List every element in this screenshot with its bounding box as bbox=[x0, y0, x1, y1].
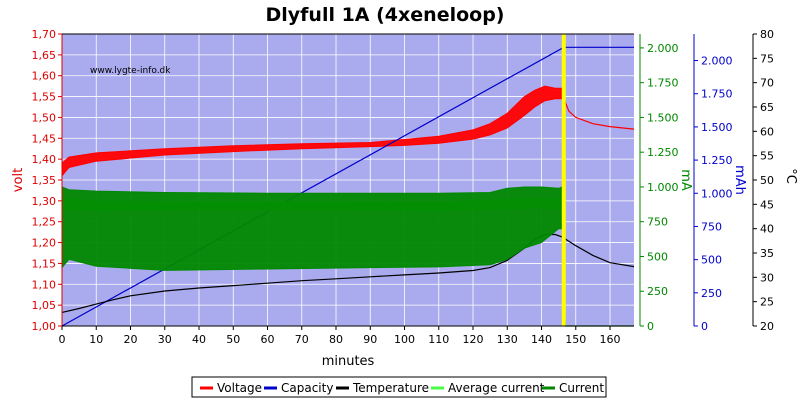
temp-tick-label: 35 bbox=[760, 247, 774, 260]
volt-tick-label: 1,50 bbox=[32, 111, 57, 124]
temp-axis-label: °C bbox=[783, 168, 798, 184]
legend-item: Current bbox=[559, 381, 604, 395]
mah-tick-label: 1.000 bbox=[701, 187, 733, 200]
volt-tick-label: 1,30 bbox=[32, 195, 57, 208]
x-tick-label: 140 bbox=[531, 333, 552, 346]
x-tick-label: 160 bbox=[600, 333, 621, 346]
temp-tick-label: 20 bbox=[760, 320, 774, 333]
x-tick-label: 30 bbox=[158, 333, 172, 346]
temp-tick-label: 45 bbox=[760, 198, 774, 211]
volt-tick-label: 1,10 bbox=[32, 278, 57, 291]
mah-tick-label: 1.500 bbox=[701, 121, 733, 134]
ma-tick-label: 1.500 bbox=[647, 111, 679, 124]
x-axis-label: minutes bbox=[322, 354, 375, 369]
ma-tick-label: 2.000 bbox=[647, 42, 679, 55]
legend-item: Temperature bbox=[352, 381, 429, 395]
mah-tick-label: 2.000 bbox=[701, 55, 733, 68]
x-tick-label: 40 bbox=[192, 333, 206, 346]
mah-tick-label: 0 bbox=[701, 320, 708, 333]
volt-axis-label: volt bbox=[11, 168, 26, 192]
volt-tick-label: 1,00 bbox=[32, 320, 57, 333]
x-tick-label: 100 bbox=[394, 333, 415, 346]
current-series bbox=[61, 186, 563, 271]
volt-tick-label: 1,55 bbox=[32, 91, 57, 104]
volt-tick-label: 1,35 bbox=[32, 174, 57, 187]
ma-tick-label: 1.750 bbox=[647, 77, 679, 90]
temperature-series bbox=[61, 233, 635, 313]
volt-tick-label: 1,70 bbox=[32, 28, 57, 41]
temp-tick-label: 50 bbox=[760, 174, 774, 187]
mah-tick-label: 750 bbox=[701, 220, 722, 233]
ma-tick-label: 500 bbox=[647, 250, 668, 263]
volt-tick-label: 1,60 bbox=[32, 70, 57, 83]
legend-item: Voltage bbox=[217, 381, 262, 395]
temp-tick-label: 75 bbox=[760, 52, 774, 65]
x-tick-label: 110 bbox=[428, 333, 449, 346]
ma-axis-label: mA bbox=[678, 169, 693, 191]
mah-axis-label: mAh bbox=[732, 165, 747, 195]
watermark: www.lygte-info.dk bbox=[90, 66, 171, 76]
temp-tick-label: 30 bbox=[760, 271, 774, 284]
axes: 0 10 20 30 40 50 60 70 80 90 100 110 120 130 140 150 160… bbox=[11, 28, 798, 346]
x-tick-label: 50 bbox=[226, 333, 240, 346]
volt-tick-label: 1,25 bbox=[32, 216, 57, 229]
mah-tick-label: 1.750 bbox=[701, 88, 733, 101]
legend-item: Average current bbox=[448, 381, 545, 395]
x-tick-label: 20 bbox=[124, 333, 138, 346]
volt-tick-label: 1,40 bbox=[32, 153, 57, 166]
temp-tick-label: 25 bbox=[760, 296, 774, 309]
ma-tick-label: 250 bbox=[647, 285, 668, 298]
legend-box bbox=[191, 376, 607, 398]
chart-title: Dlyfull 1A (4xeneloop) bbox=[265, 4, 504, 26]
ma-tick-label: 0 bbox=[647, 320, 654, 333]
volt-tick-label: 1,15 bbox=[32, 257, 57, 270]
temp-tick-label: 55 bbox=[760, 150, 774, 163]
temp-tick-label: 40 bbox=[760, 223, 774, 236]
volt-tick-label: 1,20 bbox=[32, 237, 57, 250]
x-tick-label: 120 bbox=[463, 333, 484, 346]
x-tick-label: 60 bbox=[261, 333, 275, 346]
mah-tick-label: 250 bbox=[701, 287, 722, 300]
x-tick-label: 150 bbox=[565, 333, 586, 346]
mah-tick-label: 500 bbox=[701, 254, 722, 267]
x-tick-label: 90 bbox=[363, 333, 377, 346]
x-tick-label: 130 bbox=[497, 333, 518, 346]
series-layer bbox=[61, 34, 635, 327]
ma-tick-label: 750 bbox=[647, 216, 668, 229]
x-tick-label: 10 bbox=[89, 333, 103, 346]
temp-tick-label: 60 bbox=[760, 125, 774, 138]
x-tick-label: 0 bbox=[59, 333, 66, 346]
x-tick-label: 80 bbox=[329, 333, 343, 346]
temp-tick-label: 65 bbox=[760, 101, 774, 114]
temp-tick-label: 80 bbox=[760, 28, 774, 41]
volt-tick-label: 1,05 bbox=[32, 299, 57, 312]
ma-tick-label: 1.000 bbox=[647, 181, 679, 194]
legend: Voltage Capacity Temperature Average curren… bbox=[191, 376, 607, 398]
x-tick-label: 70 bbox=[295, 333, 309, 346]
volt-tick-label: 1,65 bbox=[32, 49, 57, 62]
temp-tick-label: 70 bbox=[760, 77, 774, 90]
ma-tick-label: 1.250 bbox=[647, 146, 679, 159]
legend-item: Capacity bbox=[281, 381, 333, 395]
volt-tick-label: 1,45 bbox=[32, 132, 57, 145]
mah-tick-label: 1.250 bbox=[701, 154, 733, 167]
